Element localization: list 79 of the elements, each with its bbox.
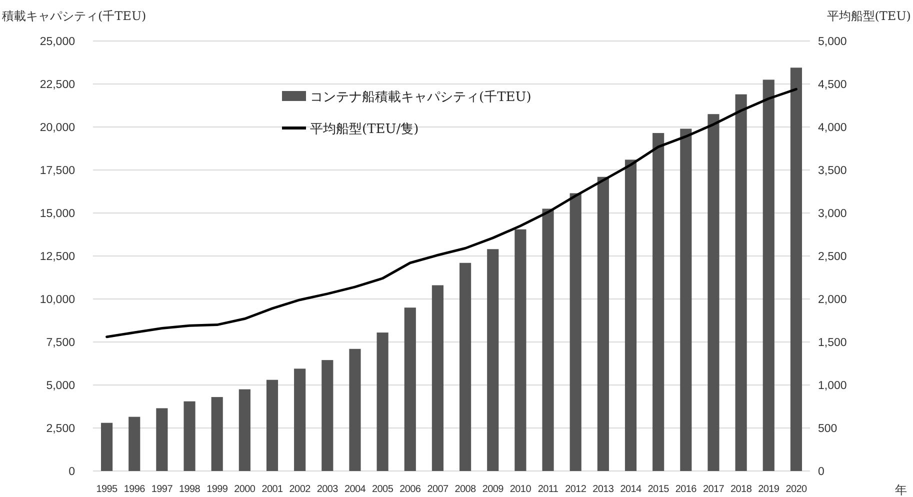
bar: [624, 160, 637, 471]
y2-tick-label: 4,000: [818, 122, 847, 134]
legend-label: 平均船型(TEU/隻): [310, 122, 419, 137]
y-axis-title: 積載キャパシティ(千TEU): [2, 9, 146, 23]
x-tick-label: 2018: [730, 484, 752, 495]
bar: [708, 114, 720, 471]
y2-axis-title: 平均船型(TEU): [826, 9, 911, 23]
y2-tick-label: 0: [818, 466, 824, 478]
y-tick-label: 10,000: [40, 294, 75, 306]
legend-label: コンテナ船積載キャパシティ(千TEU): [310, 90, 532, 105]
bar: [542, 208, 554, 471]
y2-tick-label: 4,500: [818, 79, 847, 91]
y-tick-label: 7,500: [46, 337, 75, 349]
x-tick-label: 2015: [648, 484, 670, 495]
bar: [432, 285, 444, 471]
x-axis-title: 年: [895, 483, 907, 497]
x-tick-label: 2009: [482, 484, 504, 495]
x-tick-label: 2014: [620, 484, 642, 495]
bar: [156, 408, 168, 471]
bar: [570, 193, 582, 471]
y-tick-label: 12,500: [40, 251, 75, 263]
bar: [211, 397, 223, 471]
y-tick-label: 20,000: [40, 122, 75, 134]
y2-tick-label: 1,000: [818, 380, 847, 392]
bar: [184, 401, 196, 471]
x-tick-label: 2007: [427, 484, 449, 495]
x-tick-label: 2001: [262, 484, 284, 495]
y-tick-label: 22,500: [40, 79, 75, 91]
bar: [735, 94, 747, 471]
bar: [680, 128, 692, 471]
y2-tick-label: 5,000: [818, 36, 847, 48]
x-tick-label: 1995: [96, 484, 118, 495]
y-tick-label: 25,000: [40, 36, 75, 48]
x-tick-label: 2002: [289, 484, 312, 495]
bar: [597, 176, 609, 471]
x-tick-label: 1998: [178, 484, 201, 495]
x-tick-label: 2016: [675, 484, 698, 495]
bar: [459, 262, 472, 471]
y2-tick-label: 3,500: [818, 165, 847, 177]
x-tick-label: 2013: [592, 484, 614, 495]
x-tick-label: 1999: [206, 484, 228, 495]
x-tick-label: 2008: [454, 484, 477, 495]
x-tick-label: 2005: [372, 484, 394, 495]
y-tick-label: 17,500: [40, 165, 75, 177]
bar: [238, 389, 250, 471]
bar: [376, 332, 388, 471]
bar: [294, 368, 306, 471]
x-tick-label: 2017: [702, 484, 725, 495]
y2-tick-label: 1,500: [818, 337, 847, 349]
x-tick-label: 2010: [510, 484, 532, 495]
y2-tick-label: 500: [818, 423, 838, 435]
y-tick-label: 0: [68, 466, 75, 478]
bar: [514, 229, 526, 471]
bar: [322, 360, 334, 471]
x-tick-label: 1997: [151, 484, 174, 495]
x-tick-label: 2011: [538, 484, 559, 495]
y2-tick-label: 3,000: [818, 208, 847, 220]
bar: [128, 416, 140, 471]
y-tick-label: 5,000: [46, 380, 75, 392]
x-tick-label: 2004: [344, 484, 366, 495]
x-tick-label: 2003: [316, 484, 339, 495]
bar: [266, 380, 278, 471]
bar: [790, 68, 802, 471]
x-tick-label: 2000: [234, 484, 256, 495]
x-tick-label: 2012: [565, 484, 587, 495]
bar: [487, 249, 499, 471]
x-tick-label: 2019: [758, 484, 780, 495]
bar: [404, 308, 416, 471]
y-tick-label: 15,000: [40, 208, 75, 220]
y2-tick-label: 2,500: [818, 251, 847, 263]
y-tick-label: 2,500: [46, 423, 75, 435]
bar: [762, 80, 774, 471]
bar: [652, 133, 664, 471]
y2-tick-label: 2,000: [818, 294, 847, 306]
bar: [100, 422, 113, 471]
x-tick-label: 2006: [400, 484, 422, 495]
x-tick-label: 2020: [786, 484, 808, 495]
x-tick-label: 1996: [124, 484, 146, 495]
bar: [349, 348, 361, 471]
